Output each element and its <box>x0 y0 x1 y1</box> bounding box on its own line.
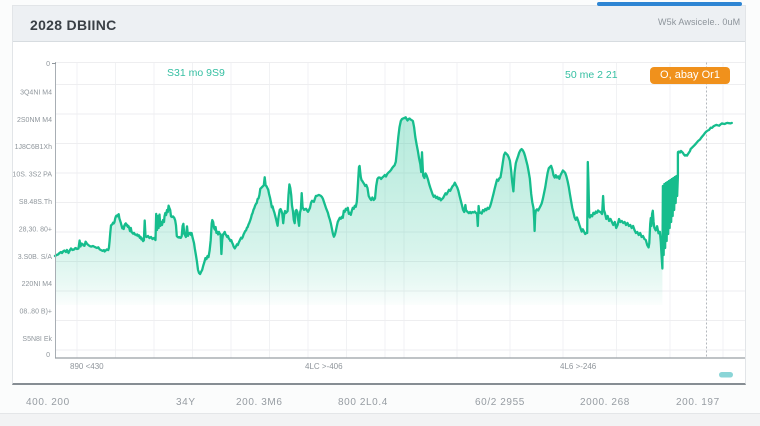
svg-text:4LC >-406: 4LC >-406 <box>305 362 343 371</box>
svg-text:10S. 3S2 PA: 10S. 3S2 PA <box>12 172 52 179</box>
svg-text:0: 0 <box>46 352 50 359</box>
svg-text:08..80 B)+: 08..80 B)+ <box>20 309 53 316</box>
svg-text:S8.48S.Th: S8.48S.Th <box>19 199 52 206</box>
svg-text:2S0NM M4: 2S0NM M4 <box>17 117 52 124</box>
svg-text:890 <430: 890 <430 <box>70 362 104 371</box>
svg-text:0: 0 <box>46 61 50 68</box>
svg-text:3Q4NI M4: 3Q4NI M4 <box>20 90 52 97</box>
svg-text:28,30. 80+: 28,30. 80+ <box>19 226 52 233</box>
svg-text:3.S0B. S/A: 3.S0B. S/A <box>18 254 53 261</box>
svg-text:4L6 >-246: 4L6 >-246 <box>560 362 597 371</box>
svg-text:220NI M4: 220NI M4 <box>22 281 52 288</box>
svg-text:S5N8I Ek: S5N8I Ek <box>22 336 52 343</box>
svg-text:1J8C6B1Xh: 1J8C6B1Xh <box>15 144 52 151</box>
